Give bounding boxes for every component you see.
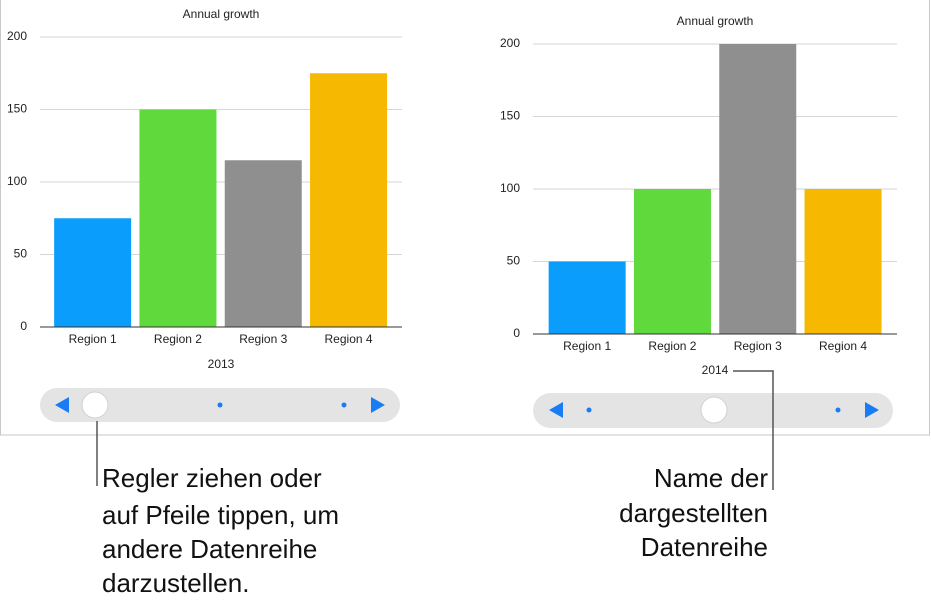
x-tick-label: Region 2: [154, 332, 202, 346]
slider-dot: [835, 407, 841, 413]
y-tick-label: 200: [500, 36, 520, 50]
series-name: 2013: [208, 357, 235, 371]
y-tick-label: 150: [7, 102, 27, 116]
bar: [224, 160, 302, 327]
callout-text: Regler ziehen oder: [102, 463, 322, 493]
slider[interactable]: [533, 393, 893, 428]
bar: [139, 109, 217, 327]
bar: [310, 73, 388, 327]
x-tick-label: Region 3: [734, 339, 782, 353]
chart-title: Annual growth: [183, 7, 260, 21]
y-tick-label: 100: [500, 181, 520, 195]
x-tick-label: Region 1: [69, 332, 117, 346]
x-tick-label: Region 3: [239, 332, 287, 346]
callout-text: darzustellen.: [102, 568, 249, 598]
callout-text: auf Pfeile tippen, um: [102, 500, 339, 530]
bar: [54, 218, 132, 327]
arrow-left[interactable]: [55, 397, 69, 413]
x-tick-label: Region 2: [648, 339, 696, 353]
slider-knob[interactable]: [81, 391, 109, 419]
x-tick-label: Region 4: [325, 332, 373, 346]
slider-knob[interactable]: [700, 396, 728, 424]
slider-dot: [217, 402, 223, 408]
arrow-right[interactable]: [865, 402, 879, 418]
callout-line: [733, 370, 774, 490]
callout-text: Datenreihe: [641, 532, 768, 562]
y-tick-label: 150: [500, 109, 520, 123]
bar: [719, 44, 797, 334]
x-tick-label: Region 4: [819, 339, 867, 353]
slider[interactable]: [40, 388, 400, 422]
y-tick-label: 100: [7, 174, 27, 188]
bar: [548, 261, 626, 334]
slider-dot: [341, 402, 347, 408]
bar: [633, 189, 711, 334]
y-tick-label: 0: [20, 319, 27, 333]
y-tick-label: 50: [14, 247, 28, 261]
slider-dot: [586, 407, 592, 413]
x-tick-label: Region 1: [563, 339, 611, 353]
y-tick-label: 200: [7, 29, 27, 43]
chart-title: Annual growth: [677, 14, 754, 28]
callout-text: andere Datenreihe: [102, 534, 317, 564]
series-name: 2014: [702, 363, 729, 377]
panel-border: [0, 0, 930, 436]
arrow-left[interactable]: [549, 402, 563, 418]
callout-text: Name der: [654, 463, 768, 493]
arrow-right[interactable]: [371, 397, 385, 413]
callout-text: dargestellten: [619, 498, 768, 528]
y-tick-label: 50: [507, 254, 521, 268]
y-tick-label: 0: [513, 326, 520, 340]
bar: [804, 189, 882, 334]
